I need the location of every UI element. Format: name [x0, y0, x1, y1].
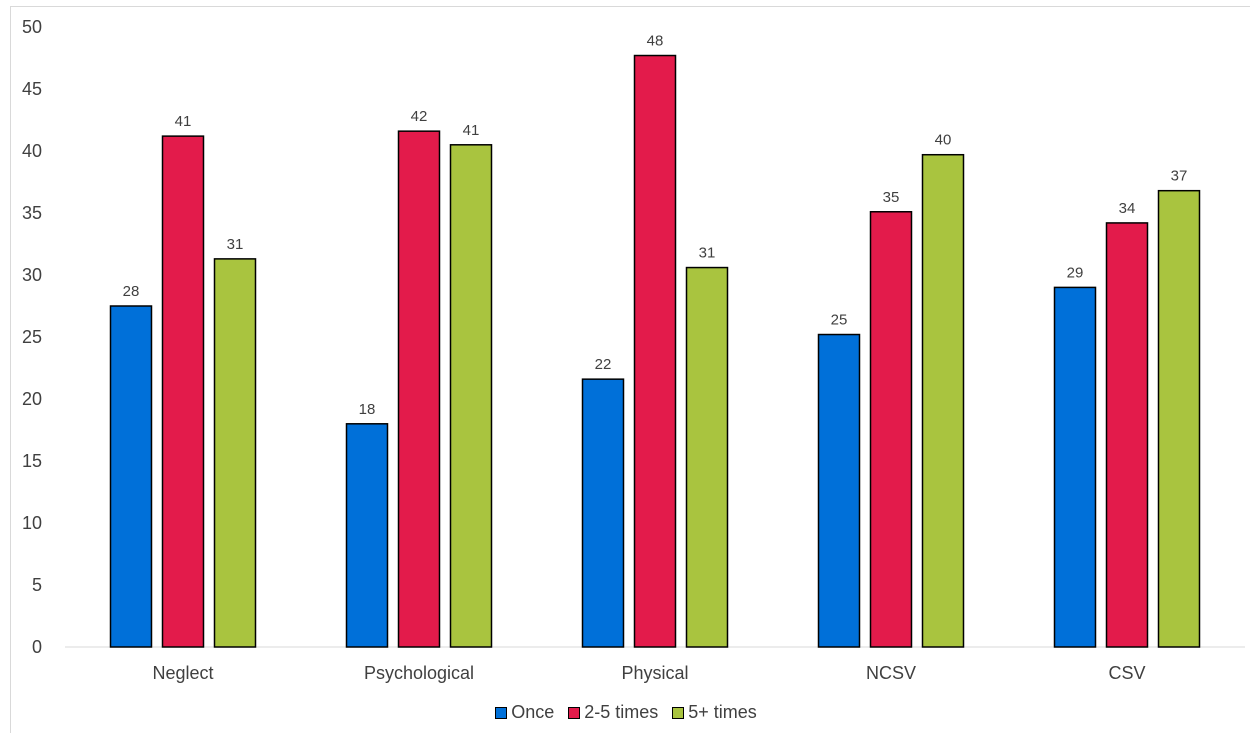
legend-swatch	[672, 706, 685, 719]
data-label: 41	[463, 122, 480, 139]
data-label: 31	[699, 245, 716, 262]
data-label: 25	[831, 312, 848, 329]
legend-item: 2-5 times	[568, 702, 658, 723]
legend-swatch	[568, 706, 581, 719]
bar-5-times	[921, 153, 965, 648]
legend-item: 5+ times	[672, 702, 757, 723]
data-label: 42	[411, 108, 428, 125]
x-category-label: Neglect	[152, 663, 213, 683]
y-tick-label: 45	[22, 79, 42, 99]
data-label: 34	[1119, 200, 1136, 217]
legend-item: Once	[495, 702, 554, 723]
data-label: 41	[175, 113, 192, 130]
legend-label: Once	[511, 702, 555, 722]
y-tick-label: 20	[22, 389, 42, 409]
y-tick-label: 5	[32, 575, 42, 595]
data-label: 40	[935, 132, 952, 149]
legend-label: 5+ times	[688, 702, 757, 722]
x-category-label: CSV	[1108, 663, 1145, 683]
data-label: 35	[883, 189, 900, 206]
x-category-label: Psychological	[364, 663, 474, 683]
bar-2-5-times	[869, 211, 913, 648]
y-tick-label: 10	[22, 513, 42, 533]
bar-once	[817, 333, 861, 648]
bar-2-5-times	[633, 54, 677, 648]
y-tick-label: 40	[22, 141, 42, 161]
y-tick-label: 15	[22, 451, 42, 471]
bar-5-times	[449, 144, 493, 648]
bar-once	[109, 305, 153, 648]
data-label: 48	[647, 33, 664, 50]
data-label: 18	[359, 401, 376, 418]
bar-5-times	[685, 266, 729, 648]
y-tick-label: 30	[22, 265, 42, 285]
chart-frame	[10, 6, 1250, 733]
y-tick-label: 0	[32, 637, 42, 657]
bar-2-5-times	[1105, 222, 1149, 648]
y-tick-label: 50	[22, 17, 42, 37]
bar-once	[581, 378, 625, 648]
bar-2-5-times	[161, 135, 205, 648]
bar-once	[345, 423, 389, 648]
bar-5-times	[1157, 189, 1201, 648]
y-tick-label: 35	[22, 203, 42, 223]
bar-once	[1053, 286, 1097, 648]
data-label: 22	[595, 356, 612, 373]
legend-label: 2-5 times	[584, 702, 659, 722]
data-label: 31	[227, 236, 244, 253]
x-category-label: NCSV	[866, 663, 916, 683]
bar-5-times	[213, 258, 257, 648]
bar-2-5-times	[397, 130, 441, 648]
legend: Once 2-5 times 5+ times	[0, 702, 1252, 723]
data-label: 28	[123, 283, 140, 300]
legend-swatch	[495, 706, 508, 719]
data-label: 29	[1067, 264, 1084, 281]
y-tick-label: 25	[22, 327, 42, 347]
x-category-label: Physical	[621, 663, 688, 683]
data-label: 37	[1171, 168, 1188, 185]
